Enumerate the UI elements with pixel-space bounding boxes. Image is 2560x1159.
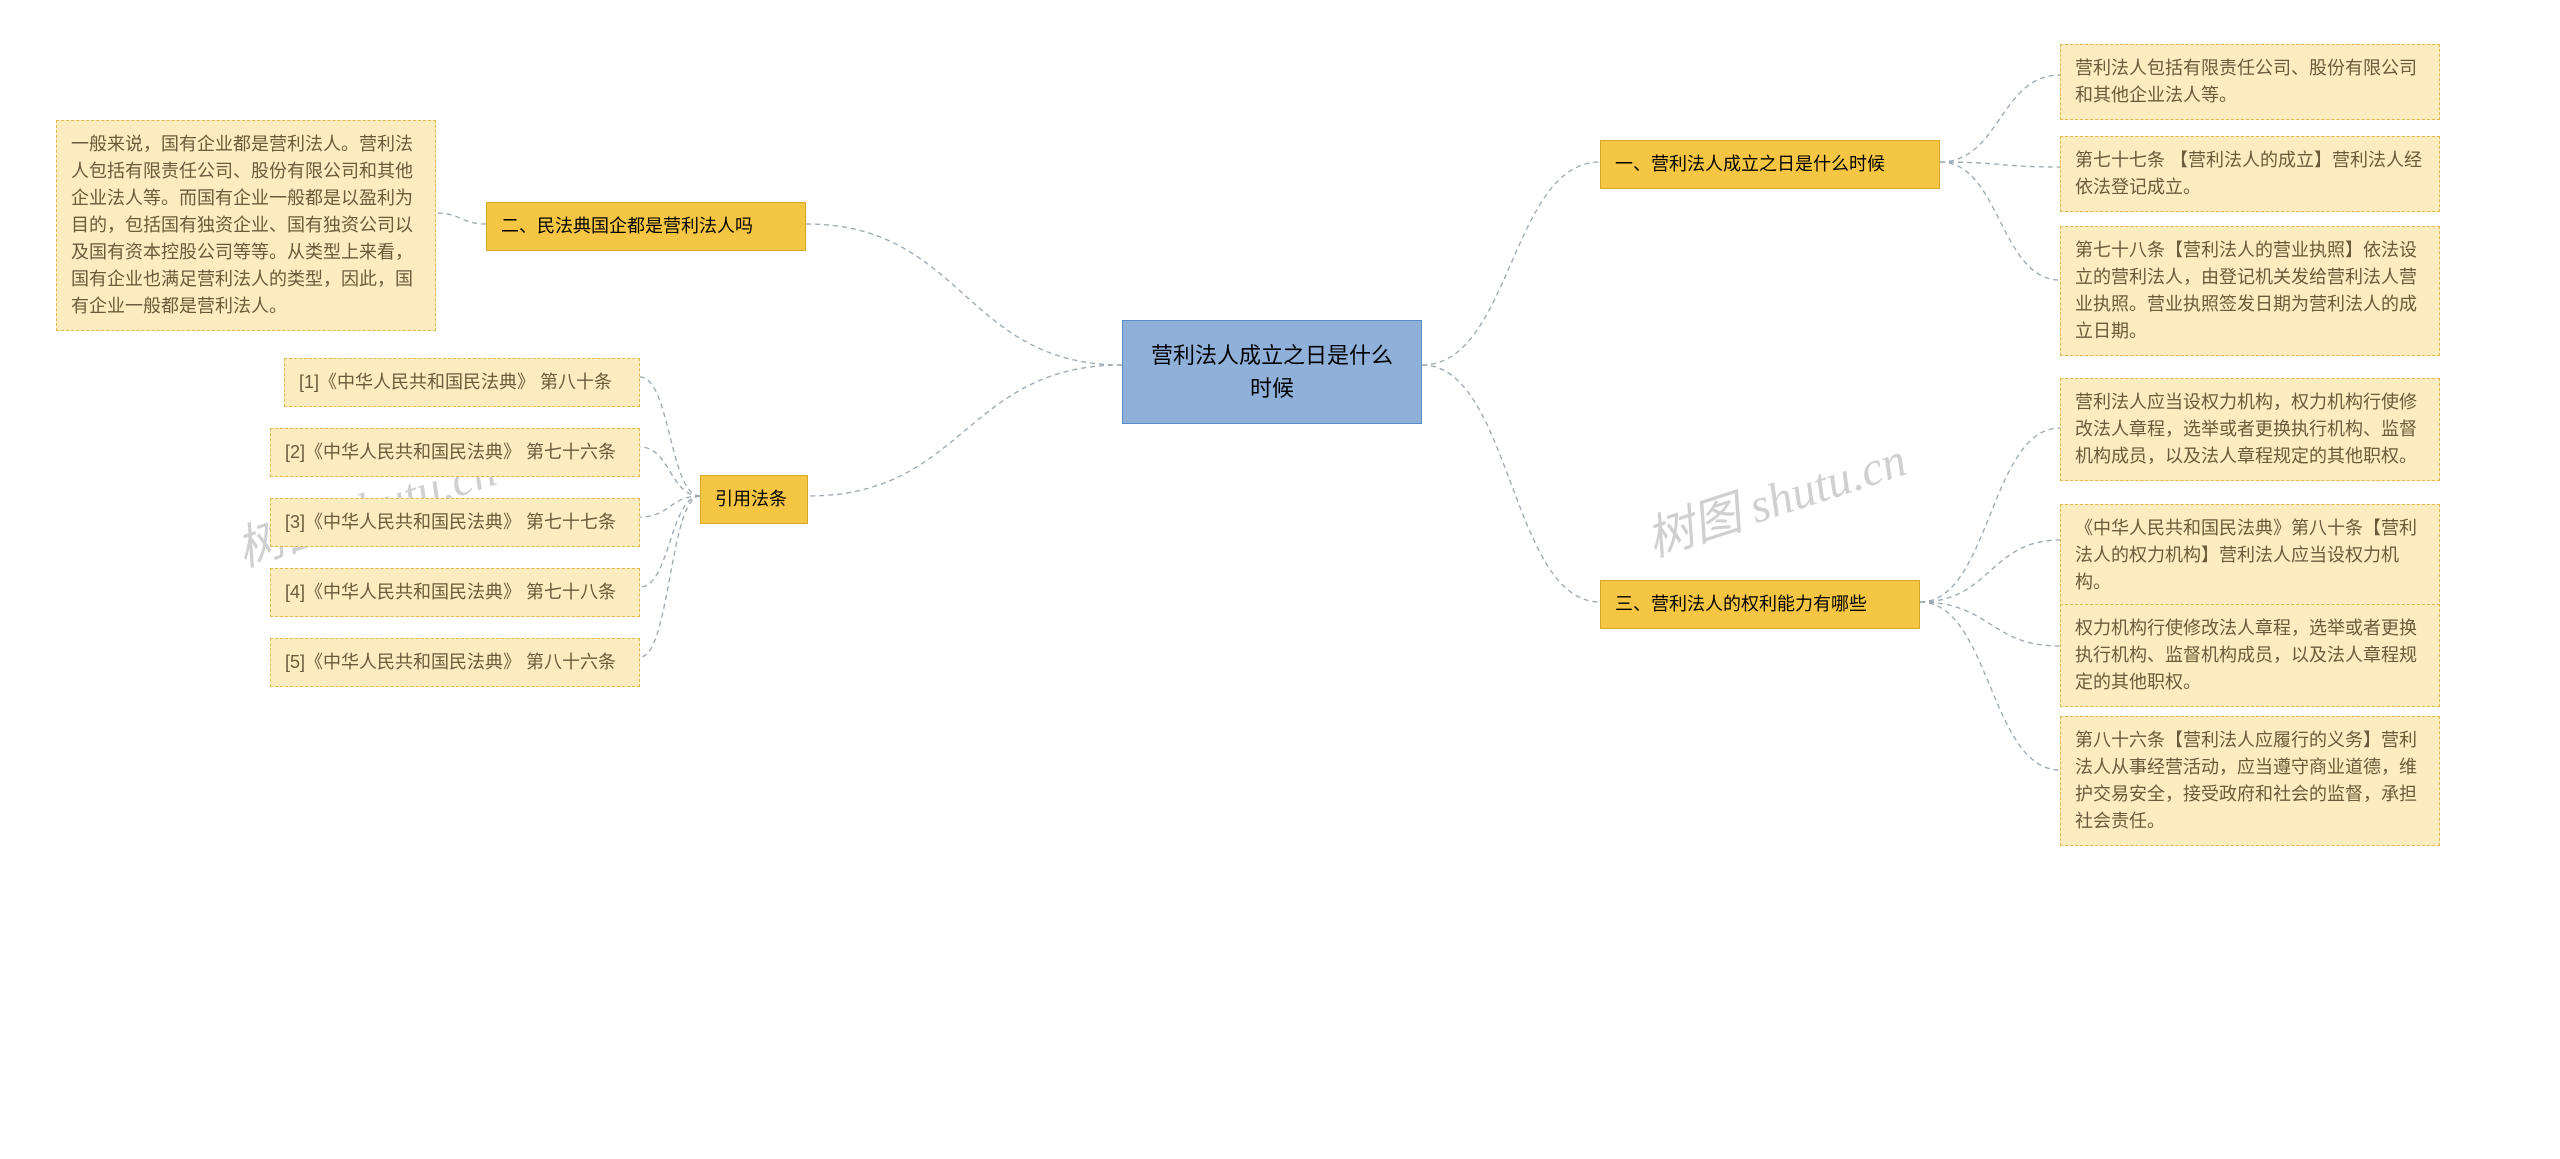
branch-section-1: 一、营利法人成立之日是什么时候 — [1600, 140, 1940, 189]
leaf-r1-0: 营利法人包括有限责任公司、股份有限公司和其他企业法人等。 — [2060, 44, 2440, 120]
leaf-ref-1: [2]《中华人民共和国民法典》 第七十六条 — [270, 428, 640, 477]
leaf-r3-0: 营利法人应当设权力机构，权力机构行使修改法人章程，选举或者更换执行机构、监督机构… — [2060, 378, 2440, 481]
leaf-r3-3: 第八十六条【营利法人应履行的义务】营利法人从事经营活动，应当遵守商业道德，维护交… — [2060, 716, 2440, 846]
branch-references: 引用法条 — [700, 475, 808, 524]
leaf-ref-0: [1]《中华人民共和国民法典》 第八十条 — [284, 358, 640, 407]
leaf-r3-1: 《中华人民共和国民法典》第八十条【营利法人的权力机构】营利法人应当设权力机构。 — [2060, 504, 2440, 607]
leaf-ref-3: [4]《中华人民共和国民法典》 第七十八条 — [270, 568, 640, 617]
watermark-2: 树图 shutu.cn — [1636, 420, 1914, 570]
leaf-r1-2: 第七十八条【营利法人的营业执照】依法设立的营利法人，由登记机关发给营利法人营业执… — [2060, 226, 2440, 356]
mindmap-root: 营利法人成立之日是什么时候 — [1122, 320, 1422, 424]
leaf-ref-2: [3]《中华人民共和国民法典》 第七十七条 — [270, 498, 640, 547]
branch-section-2: 二、民法典国企都是营利法人吗 — [486, 202, 806, 251]
leaf-r1-1: 第七十七条 【营利法人的成立】营利法人经依法登记成立。 — [2060, 136, 2440, 212]
leaf-r3-2: 权力机构行使修改法人章程，选举或者更换执行机构、监督机构成员，以及法人章程规定的… — [2060, 604, 2440, 707]
branch-section-3: 三、营利法人的权利能力有哪些 — [1600, 580, 1920, 629]
leaf-ref-4: [5]《中华人民共和国民法典》 第八十六条 — [270, 638, 640, 687]
leaf-l2-0: 一般来说，国有企业都是营利法人。营利法人包括有限责任公司、股份有限公司和其他企业… — [56, 120, 436, 331]
